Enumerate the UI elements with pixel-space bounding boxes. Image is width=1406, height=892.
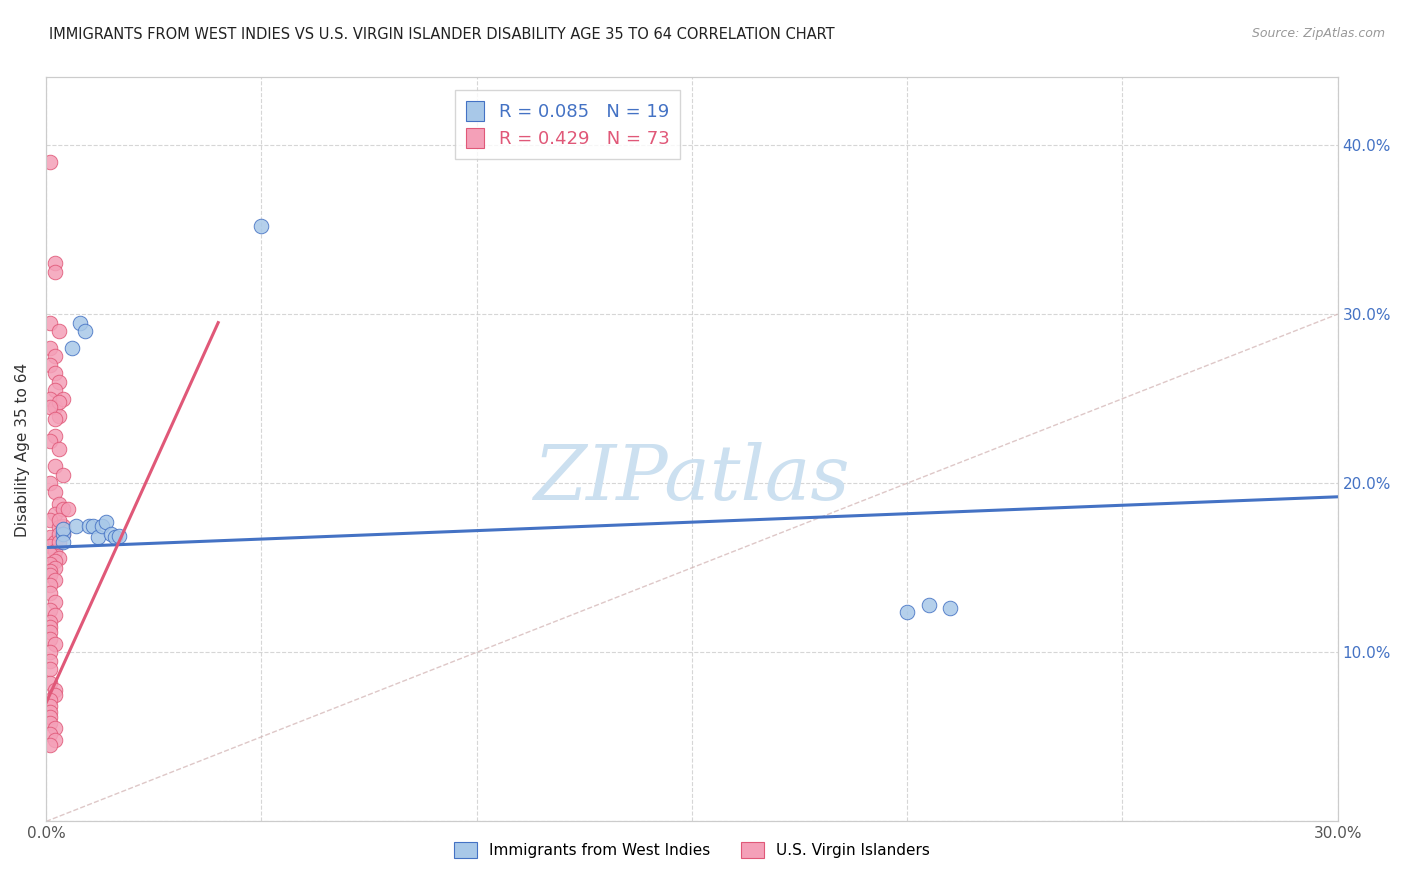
Point xyxy=(39,709,62,723)
Point xyxy=(39,705,62,719)
Point xyxy=(73,324,96,338)
Point xyxy=(917,598,939,612)
Point xyxy=(52,522,75,536)
Point xyxy=(44,459,66,474)
Point xyxy=(48,520,70,534)
Point xyxy=(77,518,100,533)
Point xyxy=(56,501,79,516)
Point xyxy=(39,558,62,572)
Point xyxy=(104,530,127,544)
Point xyxy=(44,573,66,587)
Point xyxy=(44,733,66,747)
Point xyxy=(44,265,66,279)
Point xyxy=(96,515,118,529)
Point xyxy=(52,527,75,541)
Point xyxy=(52,527,75,541)
Point xyxy=(39,400,62,414)
Point xyxy=(52,518,75,533)
Point xyxy=(44,608,66,623)
Point xyxy=(39,716,62,731)
Point xyxy=(39,615,62,629)
Point xyxy=(39,358,62,372)
Point xyxy=(60,341,83,355)
Point xyxy=(44,535,66,549)
Point xyxy=(39,699,62,714)
Point xyxy=(39,662,62,676)
Point xyxy=(39,586,62,600)
Point xyxy=(44,637,66,651)
Point xyxy=(82,518,104,533)
Point xyxy=(52,392,75,406)
Point xyxy=(39,392,62,406)
Point xyxy=(39,692,62,706)
Point xyxy=(48,497,70,511)
Text: Source: ZipAtlas.com: Source: ZipAtlas.com xyxy=(1251,27,1385,40)
Point xyxy=(44,561,66,575)
Point xyxy=(44,367,66,381)
Point xyxy=(108,529,131,543)
Point xyxy=(39,476,62,491)
Point xyxy=(91,518,114,533)
Point xyxy=(44,484,66,499)
Point xyxy=(39,726,62,740)
Point xyxy=(39,539,62,553)
Text: IMMIGRANTS FROM WEST INDIES VS U.S. VIRGIN ISLANDER DISABILITY AGE 35 TO 64 CORR: IMMIGRANTS FROM WEST INDIES VS U.S. VIRG… xyxy=(49,27,835,42)
Point xyxy=(48,513,70,527)
Point xyxy=(44,256,66,270)
Point xyxy=(52,467,75,482)
Point xyxy=(39,739,62,753)
Point xyxy=(52,501,75,516)
Point xyxy=(44,682,66,697)
Point xyxy=(39,675,62,690)
Point xyxy=(48,550,70,565)
Y-axis label: Disability Age 35 to 64: Disability Age 35 to 64 xyxy=(15,362,30,536)
Point xyxy=(39,341,62,355)
Point xyxy=(44,594,66,608)
Point xyxy=(39,632,62,646)
Point xyxy=(100,527,122,541)
Point xyxy=(39,603,62,617)
Point xyxy=(44,722,66,736)
Point xyxy=(39,578,62,592)
Point xyxy=(39,625,62,640)
Point xyxy=(44,429,66,443)
Point xyxy=(896,605,918,619)
Point xyxy=(44,384,66,398)
Point xyxy=(39,547,62,561)
Point xyxy=(39,316,62,330)
Point xyxy=(44,507,66,521)
Point xyxy=(39,155,62,169)
Point xyxy=(44,350,66,364)
Point xyxy=(44,400,66,414)
Point xyxy=(48,535,70,549)
Legend: R = 0.085   N = 19, R = 0.429   N = 73: R = 0.085 N = 19, R = 0.429 N = 73 xyxy=(456,90,681,159)
Point xyxy=(250,219,273,234)
Point xyxy=(48,442,70,457)
Point xyxy=(44,554,66,568)
Point xyxy=(39,564,62,578)
Text: ZIPatlas: ZIPatlas xyxy=(533,442,851,516)
Point xyxy=(86,530,108,544)
Point xyxy=(939,601,962,615)
Point xyxy=(48,375,70,389)
Point xyxy=(48,395,70,409)
Point xyxy=(39,530,62,544)
Point xyxy=(39,645,62,659)
Point xyxy=(69,316,91,330)
Point xyxy=(44,688,66,702)
Point xyxy=(39,567,62,582)
Point xyxy=(39,654,62,668)
Point xyxy=(39,434,62,448)
Point xyxy=(65,518,87,533)
Point xyxy=(48,324,70,338)
Point xyxy=(44,412,66,426)
Point xyxy=(52,535,75,549)
Point xyxy=(39,620,62,634)
Point xyxy=(48,409,70,423)
Point xyxy=(44,544,66,558)
Point xyxy=(48,527,70,541)
Point xyxy=(39,513,62,527)
